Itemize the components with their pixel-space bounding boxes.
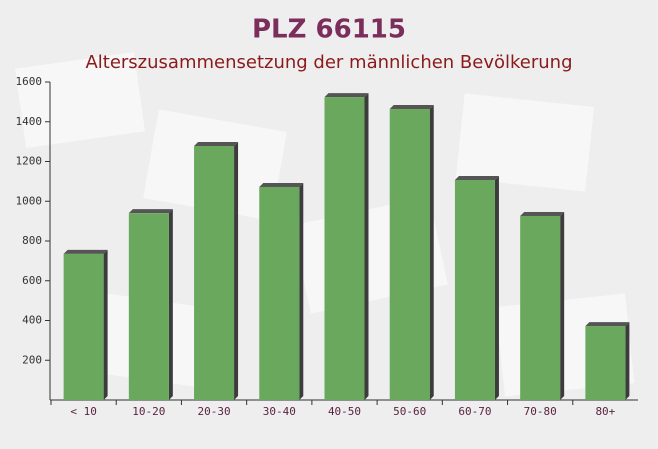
chart-title: PLZ 66115 [252,15,406,45]
bar [194,145,235,400]
y-tick-label: 600 [22,274,42,287]
bar-top [389,105,434,110]
y-tick-label: 1600 [16,75,43,88]
x-tick-label: 60-70 [458,405,491,418]
bar [585,326,626,400]
bar-top [520,211,565,216]
x-tick-label: 80+ [595,405,615,418]
y-tick-label: 1000 [16,194,43,207]
x-tick-label: < 10 [70,405,97,418]
x-tick-label: 20-30 [197,405,230,418]
bar [454,179,495,400]
bar-side [234,141,239,400]
bar [389,109,430,400]
bar-side [103,249,108,400]
bar-side [364,93,369,400]
bar-top [128,209,173,214]
bar-top [454,175,499,180]
bar-top [259,182,304,187]
bar [324,97,365,400]
x-tick-label: 10-20 [132,405,165,418]
x-tick-label: 30-40 [263,405,296,418]
x-tick-label: 70-80 [524,405,557,418]
x-tick-label: 50-60 [393,405,426,418]
y-tick-label: 800 [22,234,42,247]
bar [128,213,169,400]
bar-top [585,322,630,327]
y-tick-label: 1400 [16,115,43,128]
bar-side [299,182,304,400]
bar-top [194,141,239,146]
y-tick-label: 200 [22,353,42,366]
bar-side [168,209,173,400]
bar-side [560,211,565,400]
x-tick-label: 40-50 [328,405,361,418]
chart-subtitle: Alterszusammensetzung der männlichen Bev… [85,52,572,73]
bar-top [63,249,108,254]
bar-side [625,322,630,400]
y-tick-label: 1200 [16,155,43,168]
bar [63,253,104,400]
bar [259,186,300,400]
y-tick-label: 400 [22,314,42,327]
bar-side [429,105,434,400]
bar [520,215,561,400]
bar-top [324,93,369,98]
bar-side [494,175,499,400]
